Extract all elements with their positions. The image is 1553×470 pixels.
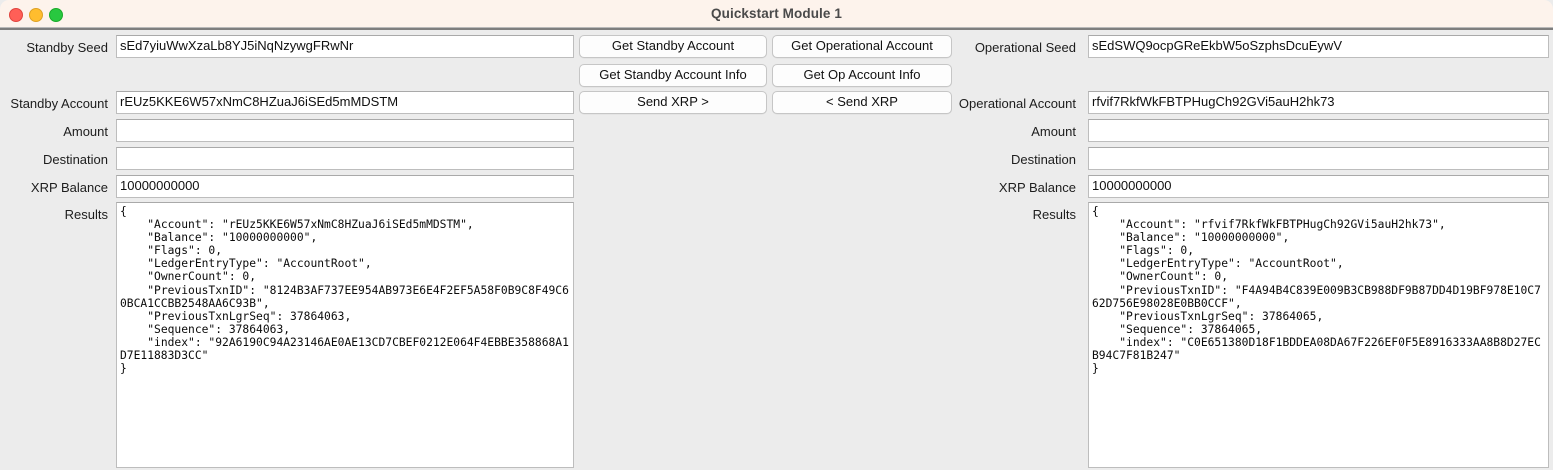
operational-amount-input[interactable]	[1088, 119, 1549, 142]
operational-destination-input[interactable]	[1088, 147, 1549, 170]
standby-destination-label: Destination	[42, 152, 108, 167]
send-xrp-to-operational-button[interactable]: Send XRP >	[579, 91, 767, 114]
get-standby-account-button[interactable]: Get Standby Account	[579, 35, 767, 58]
standby-results-label: Results	[64, 207, 108, 222]
window-content: Standby Seed sEd7yiuWwXzaLb8YJ5iNqNzywgF…	[0, 28, 1553, 470]
operational-amount-label: Amount	[1031, 124, 1076, 139]
close-button-icon[interactable]	[9, 8, 23, 22]
operational-results-label: Results	[1032, 207, 1076, 222]
operational-seed-input[interactable]: sEdSWQ9ocpGReEkbW5oSzphsDcuEywV	[1088, 35, 1549, 58]
standby-xrp-balance-label: XRP Balance	[30, 180, 108, 195]
operational-xrp-balance-label: XRP Balance	[998, 180, 1076, 195]
standby-xrp-balance-input[interactable]: 10000000000	[116, 175, 574, 198]
operational-account-input[interactable]: rfvif7RkfWkFBTPHugCh92GVi5auH2hk73	[1088, 91, 1549, 114]
operational-account-label: Operational Account	[958, 96, 1076, 111]
standby-amount-label: Amount	[63, 124, 108, 139]
standby-results-textarea[interactable]: { "Account": "rEUz5KKE6W57xNmC8HZuaJ6iSE…	[116, 202, 574, 468]
operational-seed-label: Operational Seed	[974, 40, 1076, 55]
window-title: Quickstart Module 1	[711, 6, 842, 21]
maximize-button-icon[interactable]	[49, 8, 63, 22]
standby-amount-input[interactable]	[116, 119, 574, 142]
get-standby-account-info-button[interactable]: Get Standby Account Info	[579, 64, 767, 87]
standby-account-input[interactable]: rEUz5KKE6W57xNmC8HZuaJ6iSEd5mMDSTM	[116, 91, 574, 114]
get-operational-account-button[interactable]: Get Operational Account	[772, 35, 952, 58]
operational-results-textarea[interactable]: { "Account": "rfvif7RkfWkFBTPHugCh92GVi5…	[1088, 202, 1549, 468]
operational-destination-label: Destination	[1010, 152, 1076, 167]
standby-seed-label: Standby Seed	[26, 40, 108, 55]
standby-seed-input[interactable]: sEd7yiuWwXzaLb8YJ5iNqNzywgFRwNr	[116, 35, 574, 58]
send-xrp-to-standby-button[interactable]: < Send XRP	[772, 91, 952, 114]
title-bar: Quickstart Module 1	[0, 0, 1553, 28]
operational-xrp-balance-input[interactable]: 10000000000	[1088, 175, 1549, 198]
standby-account-label: Standby Account	[10, 96, 108, 111]
standby-destination-input[interactable]	[116, 147, 574, 170]
minimize-button-icon[interactable]	[29, 8, 43, 22]
get-op-account-info-button[interactable]: Get Op Account Info	[772, 64, 952, 87]
